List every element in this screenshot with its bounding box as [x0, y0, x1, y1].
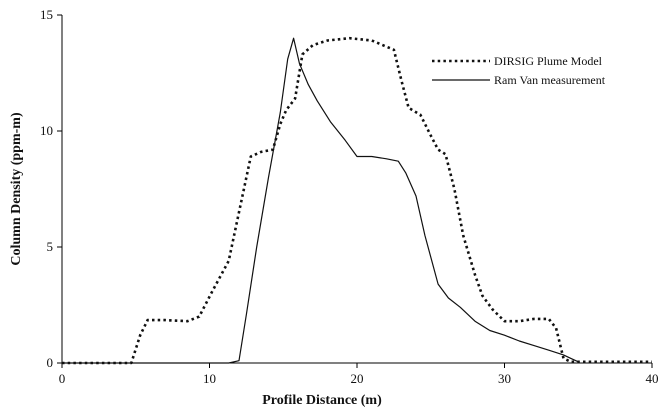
- series-line-ram-van: [62, 37, 579, 364]
- x-tick-label: 40: [646, 371, 659, 386]
- series-line-dirsig: [62, 36, 652, 365]
- y-axis-title: Column Density (ppm-m): [9, 112, 24, 266]
- x-axis-ticks: 0 10 20 30 40: [59, 363, 659, 386]
- x-axis-title: Profile Distance (m): [262, 393, 382, 408]
- y-tick-label: 5: [47, 239, 54, 254]
- plot-area: 0 10 20 30 40 0 5 10 15: [40, 7, 659, 386]
- legend-label-dirsig: DIRSIG Plume Model: [494, 54, 603, 68]
- legend: DIRSIG Plume Model Ram Van measurement: [432, 54, 606, 87]
- x-tick-label: 10: [203, 371, 216, 386]
- x-tick-label: 30: [498, 371, 511, 386]
- y-axis-ticks: 0 5 10 15: [40, 7, 62, 370]
- legend-label-ram-van: Ram Van measurement: [494, 73, 606, 87]
- series-layer: [62, 36, 652, 365]
- y-tick-label: 10: [40, 123, 53, 138]
- y-tick-label: 15: [40, 7, 53, 22]
- x-tick-label: 20: [351, 371, 364, 386]
- x-tick-label: 0: [59, 371, 66, 386]
- y-tick-label: 0: [47, 355, 54, 370]
